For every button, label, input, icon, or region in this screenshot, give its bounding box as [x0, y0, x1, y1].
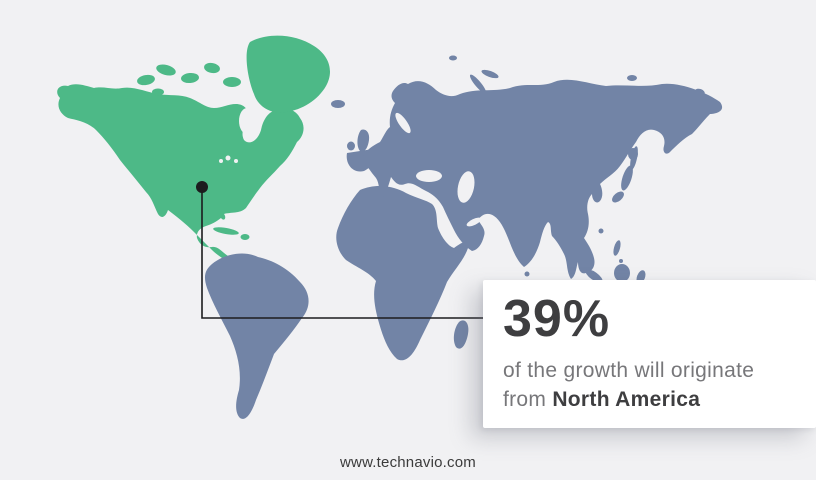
africa: [336, 186, 469, 361]
stat-caption-line2-prefix: from: [503, 388, 553, 412]
south-america: [204, 253, 309, 419]
north-america-mainland: [57, 84, 304, 266]
callout-connector-line: [201, 187, 486, 319]
source-url: www.technavio.com: [340, 454, 476, 471]
persian-gulf: [466, 217, 482, 227]
borneo: [614, 264, 630, 282]
sumatra: [585, 269, 603, 283]
eurasia: [362, 79, 723, 279]
novaya-zemlya: [469, 74, 487, 94]
eurasia-islands: [331, 55, 705, 284]
japan-hokkaido: [628, 148, 638, 160]
stat-percent: 39%: [503, 290, 611, 348]
stat-callout-card: 39% of the growth will originate from No…: [483, 280, 816, 428]
stat-caption-line1: of the growth will originate: [503, 358, 755, 382]
sri-lanka: [524, 271, 530, 277]
madagascar: [453, 320, 469, 349]
japan-kyushu: [612, 191, 624, 203]
hudson-bay: [239, 108, 255, 134]
stat-caption-region: North America: [552, 388, 701, 412]
great-lakes: [219, 155, 238, 163]
stat-caption: of the growth will originate from North …: [503, 356, 800, 416]
baltic-sea: [395, 112, 411, 134]
map-marker-dot: [196, 181, 208, 193]
caspian-sea: [457, 171, 475, 203]
philippines: [613, 240, 621, 256]
arctic-islands: [137, 62, 241, 96]
great-britain: [357, 129, 370, 152]
ireland: [347, 141, 355, 151]
sea-cutouts: [219, 108, 482, 227]
region-rest-of-world: [204, 55, 723, 419]
japan-honshu: [621, 165, 633, 191]
taiwan: [598, 228, 604, 234]
caribbean-islands: [213, 227, 250, 240]
iceland: [331, 100, 345, 108]
black-sea: [416, 170, 442, 182]
greenland: [246, 35, 330, 113]
region-north-america: [57, 35, 330, 266]
